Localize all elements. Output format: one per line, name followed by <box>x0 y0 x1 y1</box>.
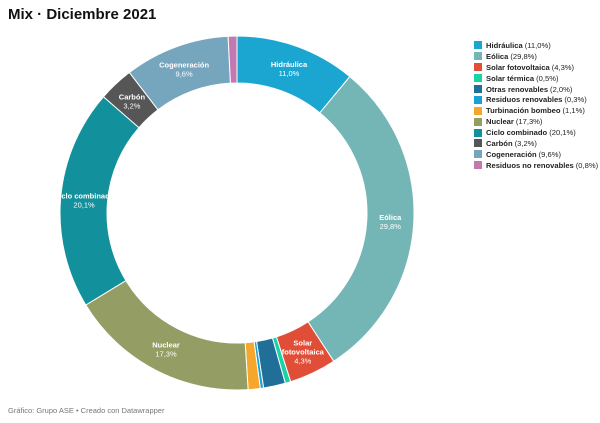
slice-label-carbon: Carbón 3,2% <box>119 93 146 111</box>
slice-label-solar-fotovoltaica: Solar fotovoltaica 4,3% <box>282 339 325 366</box>
slice-residuos-no-renovables <box>227 35 238 84</box>
legend-value: (9,6%) <box>538 149 562 159</box>
donut-slices <box>59 35 415 391</box>
legend-label: Solar térmica <box>486 73 535 83</box>
legend-swatch <box>474 128 482 137</box>
slice-labels: Hidráulica 11,0% Eólica 29,8% Solar fotovolta… <box>54 60 402 366</box>
slice-label-eolica: Eólica 29,8% <box>379 213 402 231</box>
legend-swatch <box>474 117 482 126</box>
chart-credit: Gráfico: Grupo ASE • Creado con Datawrap… <box>8 406 165 415</box>
legend-item-solar-termica: Solar térmica (0,5%) <box>474 73 598 84</box>
legend-value: (20,1%) <box>549 128 576 138</box>
legend-swatch <box>474 95 482 104</box>
legend-item-hidraulica: Hidráulica (11,0%) <box>474 40 598 51</box>
legend-label: Carbón <box>486 138 513 148</box>
slice-ciclo-combinado <box>59 96 140 306</box>
legend-swatch <box>474 161 482 170</box>
legend-item-cogeneracion: Cogeneración (9,6%) <box>474 149 598 160</box>
legend-item-residuos-renovables: Residuos renovables (0,3%) <box>474 94 598 105</box>
legend-swatch <box>474 106 482 115</box>
legend-label: Ciclo combinado <box>486 128 548 138</box>
slice-label-ciclo-combinado: Ciclo combinado 20,1% <box>54 191 115 209</box>
legend-label: Nuclear <box>486 117 514 127</box>
legend-swatch <box>474 41 482 50</box>
legend-swatch <box>474 74 482 83</box>
legend-item-eolica: Eólica (29,8%) <box>474 51 598 62</box>
legend-swatch <box>474 85 482 93</box>
chart-legend: Hidráulica (11,0%) Eólica (29,8%) Solar foto… <box>474 40 598 171</box>
legend-label: Hidráulica <box>486 40 523 50</box>
legend-value: (4,3%) <box>551 62 575 72</box>
legend-value: (29,8%) <box>510 51 537 61</box>
legend-label: Residuos renovables <box>486 95 563 105</box>
legend-value: (0,8%) <box>575 160 599 170</box>
legend-item-nuclear: Nuclear (17,3%) <box>474 116 598 127</box>
legend-item-otras-renovables: Otras renovables (2,0%) <box>474 84 598 95</box>
legend-item-carbon: Carbón (3,2%) <box>474 138 598 149</box>
legend-item-ciclo-combinado: Ciclo combinado (20,1%) <box>474 127 598 138</box>
legend-swatch <box>474 150 482 159</box>
legend-value: (1,1%) <box>562 106 585 116</box>
legend-swatch <box>474 63 482 72</box>
legend-label: Turbinación bombeo <box>486 106 561 116</box>
legend-value: (11,0%) <box>524 40 551 50</box>
chart-title: Mix · Diciembre 2021 <box>8 6 157 23</box>
legend-label: Residuos no renovables <box>486 160 574 170</box>
legend-value: (3,2%) <box>514 138 537 148</box>
legend-value: (0,3%) <box>564 95 587 105</box>
legend-item-turbinacion-bombeo: Turbinación bombeo (1,1%) <box>474 105 598 116</box>
legend-value: (0,5%) <box>536 73 559 83</box>
legend-label: Solar fotovoltaica <box>486 62 550 72</box>
legend-label: Eólica <box>486 51 509 61</box>
legend-swatch <box>474 52 482 61</box>
legend-item-residuos-no-renovables: Residuos no renovables (0,8%) <box>474 160 598 171</box>
legend-value: (17,3%) <box>515 117 543 127</box>
legend-swatch <box>474 139 482 148</box>
slice-nuclear <box>85 279 249 391</box>
slice-label-hidraulica: Hidráulica 11,0% <box>271 60 308 78</box>
legend-value: (2,0%) <box>550 84 573 94</box>
slice-label-cogeneracion: Cogeneración 9,6% <box>159 60 209 78</box>
slice-label-nuclear: Nuclear 17,3% <box>152 341 180 359</box>
legend-item-solar-fotovoltaica: Solar fotovoltaica (4,3%) <box>474 62 598 73</box>
legend-label: Cogeneración <box>486 149 537 159</box>
legend-label: Otras renovables <box>486 84 549 94</box>
